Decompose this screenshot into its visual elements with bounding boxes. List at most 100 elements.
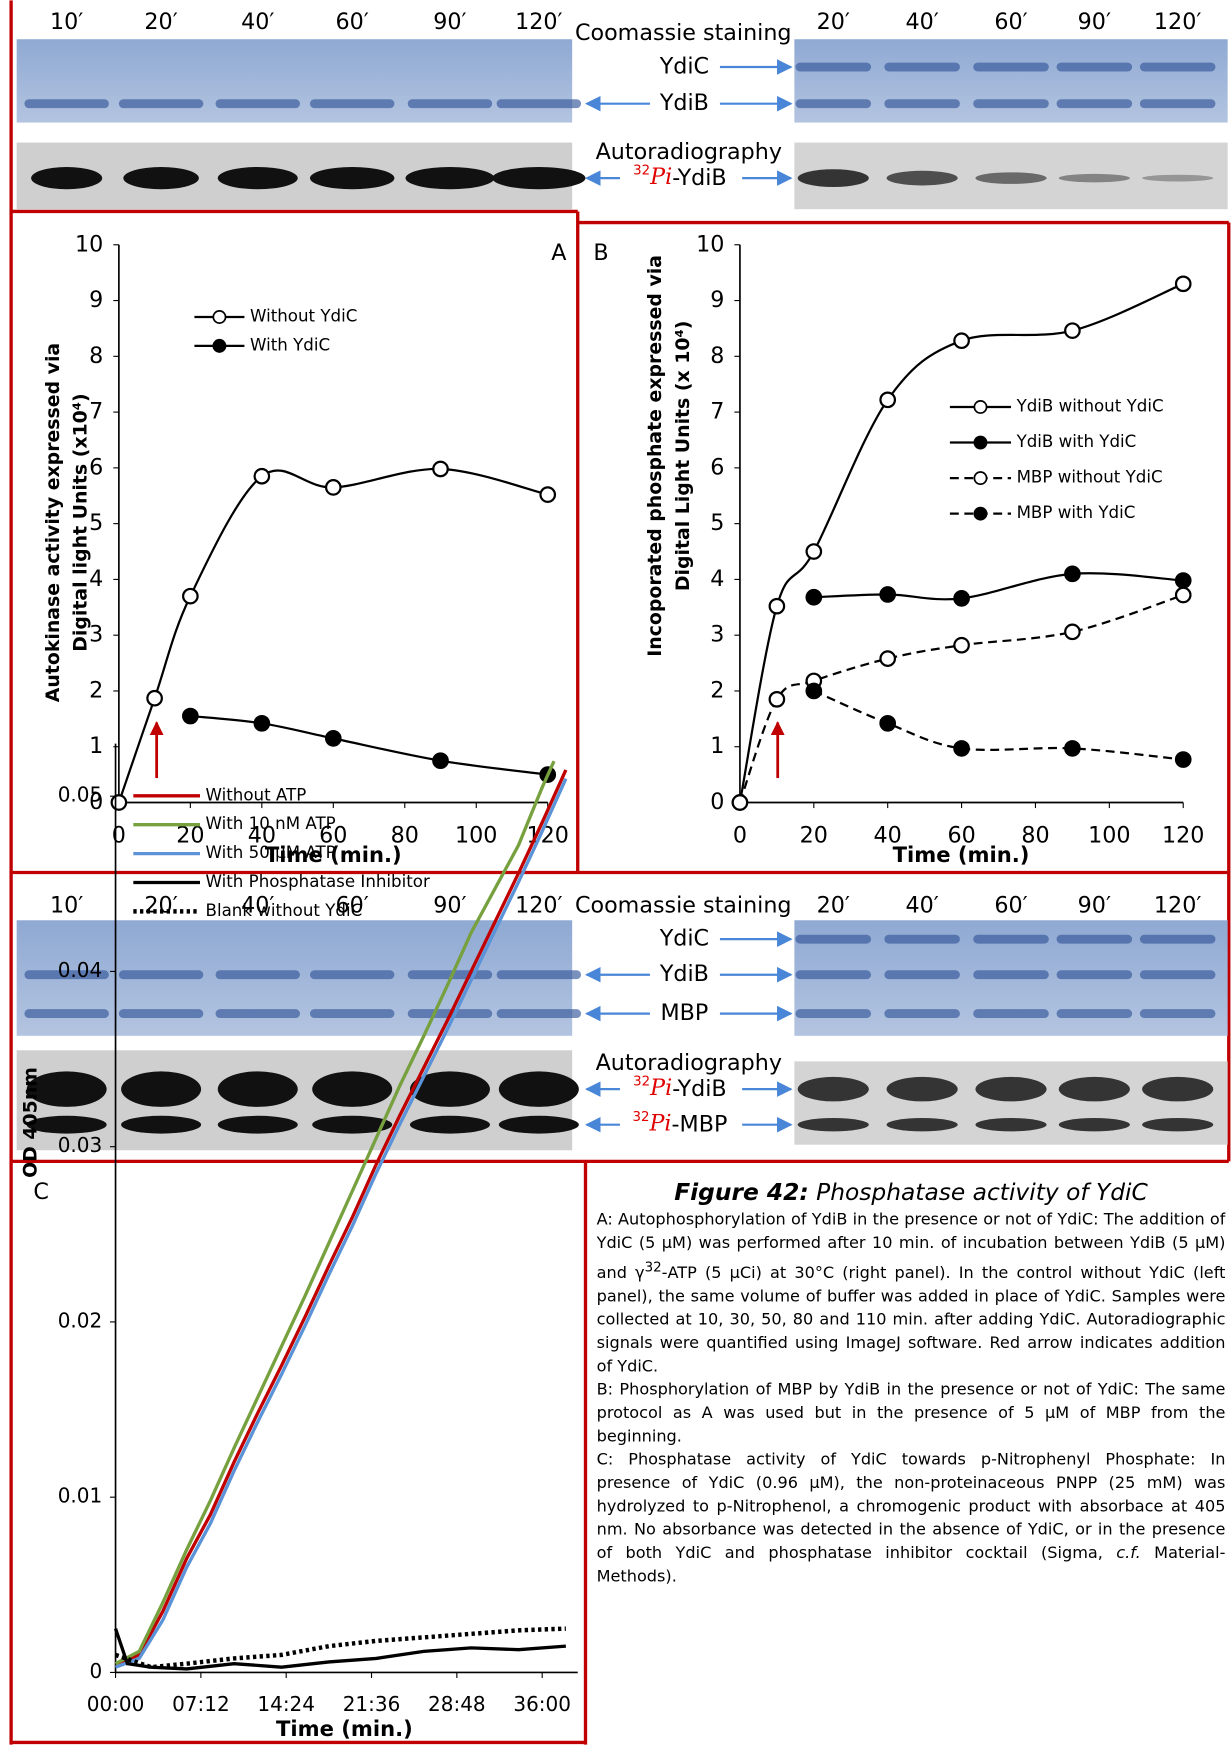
radio-band: [1058, 1118, 1130, 1132]
x-tick-label: 00:00: [87, 1692, 145, 1716]
lane-label: 60′: [994, 892, 1027, 918]
gel-band: [973, 970, 1049, 980]
data-point: [1064, 740, 1081, 757]
gel-band: [1056, 1009, 1133, 1019]
data-point: [768, 690, 786, 708]
y-tick-label: 10: [696, 231, 724, 257]
autoradiography-film: [794, 1061, 1228, 1145]
radio-band: [492, 167, 586, 190]
gel-band: [884, 934, 960, 944]
series-line: [117, 467, 548, 803]
coomassie-gel: [794, 39, 1228, 123]
legend-label: YdiB with YdiC: [1016, 432, 1137, 451]
gel-band: [795, 1009, 872, 1019]
lane-label: 90′: [1078, 892, 1111, 918]
x-axis-label: Time (min.): [276, 1716, 413, 1741]
x-tick-label: 40: [874, 822, 902, 848]
radio-band: [1058, 173, 1130, 183]
autoradiography-label: Autoradiography: [596, 139, 782, 165]
legend-marker: [973, 400, 988, 414]
gel-band: [215, 99, 300, 109]
caption-text: Material-Methods).: [596, 1544, 1226, 1586]
radio-band: [309, 167, 395, 190]
radio-band: [975, 1118, 1047, 1132]
data-point: [324, 479, 342, 496]
gel-band: [1139, 934, 1216, 944]
radio-band: [26, 1071, 107, 1107]
figure-number: Figure 42:: [674, 1181, 809, 1206]
y-tick-label: 0.04: [58, 958, 102, 982]
data-point: [879, 650, 897, 667]
x-tick-label: 20: [176, 822, 204, 848]
y-tick-label: 0: [89, 1659, 102, 1683]
series-line: [114, 1626, 566, 1670]
legend-marker: [212, 310, 227, 324]
y-tick-label: 9: [710, 287, 724, 313]
radio-band: [121, 1071, 202, 1107]
legend-label: With 50 µM ATP: [206, 843, 336, 862]
lane-label: 20′: [144, 892, 177, 918]
x-tick-label: 07:12: [172, 1692, 230, 1716]
gel-band: [309, 99, 395, 109]
gel-band: [24, 970, 109, 980]
x-tick-label: 28:48: [428, 1692, 486, 1716]
radio-band: [217, 167, 298, 190]
data-point: [1174, 751, 1192, 768]
gel-band: [1056, 99, 1133, 109]
caption-paragraph: C: Phosphatase activity of YdiC towards …: [597, 1449, 1226, 1589]
radio-band: [975, 1076, 1047, 1102]
legend-label: With Phosphatase Inhibitor: [206, 872, 430, 891]
radio-band: [797, 1076, 869, 1102]
legend-label: MBP with YdiC: [1017, 503, 1136, 522]
gel-band: [496, 99, 582, 109]
isotope: 32: [633, 1074, 650, 1089]
data-point: [432, 752, 449, 770]
radio-band: [405, 167, 495, 190]
legend-label: Without ATP: [206, 785, 307, 804]
x-tick-label: 14:24: [257, 1692, 315, 1716]
gel-band: [309, 1009, 395, 1019]
gel-band: [215, 970, 300, 980]
y-axis-label: OD 405nm: [20, 1067, 42, 1178]
lane-label: 120′: [515, 9, 562, 35]
series-line: [114, 760, 556, 1666]
staining-label: Coomassie staining: [575, 20, 792, 46]
gel-band: [118, 99, 204, 109]
x-tick-label: 60: [319, 822, 347, 848]
lane-label: 90′: [433, 9, 466, 35]
radio-band: [121, 1115, 202, 1134]
legend-marker: [212, 338, 227, 353]
x-axis-label: Time (min.): [893, 842, 1030, 867]
y-tick-label: 0.05: [58, 783, 102, 807]
lane-label: 20′: [817, 9, 850, 35]
gel-band: [973, 99, 1049, 109]
x-tick-label: 100: [1088, 822, 1130, 848]
band-label: YdiB: [659, 90, 709, 116]
isotope-symbol: Pi: [648, 1111, 671, 1137]
radio-band: [886, 1118, 958, 1132]
x-tick-label: 20: [800, 822, 828, 848]
band-label: MBP: [660, 1000, 708, 1026]
y-axis-label: Incoporated phosphate expressed via: [644, 255, 666, 657]
data-point: [324, 730, 342, 747]
panel-frame: [9, 0, 1231, 1745]
lane-label: 40′: [241, 892, 274, 918]
gel-band: [795, 62, 872, 72]
x-tick-label: 100: [455, 822, 497, 848]
isotope-symbol: Pi: [649, 1075, 672, 1101]
y-tick-label: 4: [710, 566, 724, 592]
gel-band: [1139, 62, 1216, 72]
y-tick-label: 0.01: [58, 1484, 102, 1508]
data-point: [253, 467, 271, 485]
radio-band: [797, 1118, 869, 1132]
legend-label: YdiB without YdiC: [1016, 396, 1164, 415]
lane-label: 40′: [905, 9, 938, 35]
caption-paragraph: A: Autophosphorylation of YdiB in the pr…: [597, 1209, 1226, 1379]
band-label: YdiC: [659, 926, 709, 952]
series-line: [738, 282, 1184, 803]
y-tick-label: 7: [710, 399, 724, 425]
gel-band: [496, 1009, 582, 1019]
y-tick-label: 3: [710, 622, 724, 648]
radio-band: [31, 167, 103, 190]
legend-label: Without YdiC: [250, 306, 357, 325]
